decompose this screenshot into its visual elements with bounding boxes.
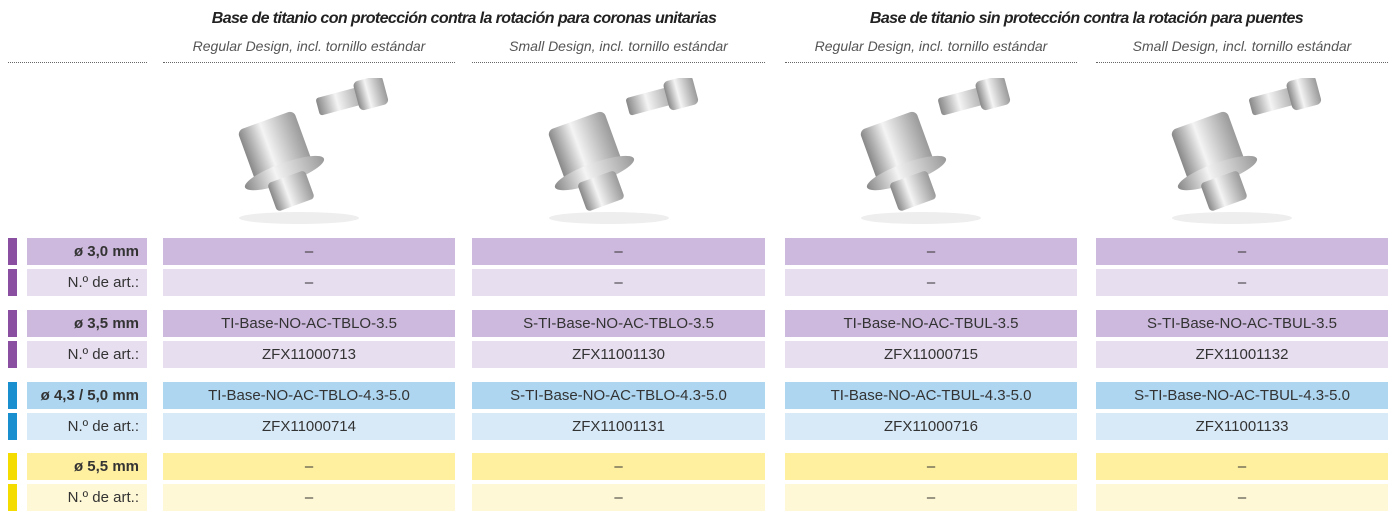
table-cell: – <box>785 453 1077 480</box>
row-label: ø 3,0 mm <box>27 238 147 265</box>
row-label: ø 3,5 mm <box>27 310 147 337</box>
table-cell: – <box>163 238 455 265</box>
group-title: Base de titanio sin protección contra la… <box>869 10 1304 27</box>
row-marker <box>8 484 17 511</box>
row-label: N.º de art.: <box>27 341 147 368</box>
table-cell: ZFX11001130 <box>472 341 765 368</box>
product-image <box>860 78 1011 224</box>
dotted-line <box>1096 62 1388 63</box>
table-cell: – <box>785 484 1077 511</box>
column-subtitle: Regular Design, incl. tornillo estándar <box>814 38 1048 54</box>
row-label: N.º de art.: <box>27 484 147 511</box>
group-title: Base de titanio con protección contra la… <box>211 10 717 27</box>
table-cell: – <box>163 269 455 296</box>
table-cell: ZFX11000714 <box>163 413 455 440</box>
table-cell: S-TI-Base-NO-AC-TBLO-3.5 <box>472 310 765 337</box>
row-label: ø 4,3 / 5,0 mm <box>27 382 147 409</box>
table-cell: TI-Base-NO-AC-TBLO-3.5 <box>163 310 455 337</box>
table-cell: – <box>472 269 765 296</box>
table-cell: – <box>472 238 765 265</box>
table-cell: – <box>472 484 765 511</box>
column-subtitle: Small Design, incl. tornillo estándar <box>1132 38 1352 54</box>
table-cell: – <box>785 269 1077 296</box>
table-cell: S-TI-Base-NO-AC-TBLO-4.3-5.0 <box>472 382 765 409</box>
column-subtitle: Small Design, incl. tornillo estándar <box>509 38 728 54</box>
table-cell: TI-Base-NO-AC-TBUL-4.3-5.0 <box>785 382 1077 409</box>
table-cell: TI-Base-NO-AC-TBLO-4.3-5.0 <box>163 382 455 409</box>
table-cell: – <box>1096 269 1388 296</box>
table-cell: ZFX11000713 <box>163 341 455 368</box>
table-cell: S-TI-Base-NO-AC-TBUL-4.3-5.0 <box>1096 382 1388 409</box>
row-label: N.º de art.: <box>27 269 147 296</box>
dotted-line <box>472 62 765 63</box>
table-cell: ZFX11001131 <box>472 413 765 440</box>
dotted-line <box>163 62 455 63</box>
row-marker <box>8 238 17 265</box>
product-image <box>548 78 698 224</box>
table-cell: – <box>472 453 765 480</box>
table-cell: ZFX11001133 <box>1096 413 1388 440</box>
row-label: ø 5,5 mm <box>27 453 147 480</box>
row-marker <box>8 453 17 480</box>
table-cell: – <box>1096 238 1388 265</box>
table-cell: ZFX11000715 <box>785 341 1077 368</box>
row-marker <box>8 310 17 337</box>
product-image <box>238 78 389 224</box>
dotted-line <box>8 62 147 63</box>
column-subtitle: Regular Design, incl. tornillo estándar <box>192 38 426 54</box>
row-label: N.º de art.: <box>27 413 147 440</box>
table-cell: ZFX11001132 <box>1096 341 1388 368</box>
row-marker <box>8 382 17 409</box>
table-cell: – <box>163 453 455 480</box>
row-marker <box>8 413 17 440</box>
table-cell: S-TI-Base-NO-AC-TBUL-3.5 <box>1096 310 1388 337</box>
table-cell: – <box>1096 484 1388 511</box>
row-marker <box>8 341 17 368</box>
table-cell: – <box>1096 453 1388 480</box>
table-cell: – <box>785 238 1077 265</box>
dotted-line <box>785 62 1077 63</box>
row-marker <box>8 269 17 296</box>
table-cell: ZFX11000716 <box>785 413 1077 440</box>
product-image <box>1171 78 1322 224</box>
table-cell: – <box>163 484 455 511</box>
table-cell: TI-Base-NO-AC-TBUL-3.5 <box>785 310 1077 337</box>
